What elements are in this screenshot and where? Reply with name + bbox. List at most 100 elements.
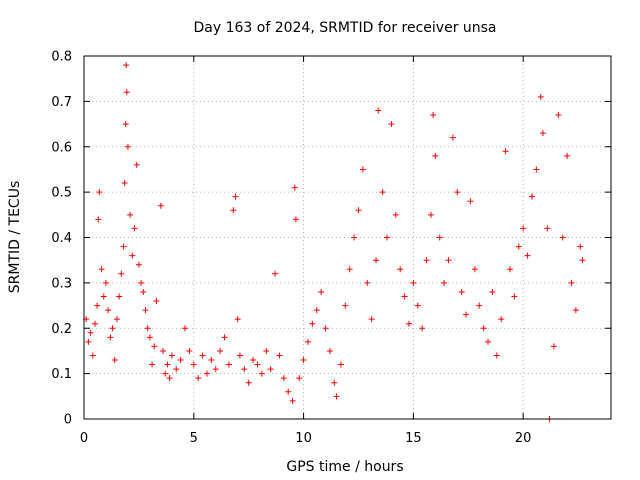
data-point (182, 325, 189, 332)
y-tick-label: 0.2 (51, 322, 72, 337)
data-point (221, 334, 228, 341)
data-point (160, 347, 167, 354)
data-point (113, 316, 120, 323)
axis-ticks (83, 55, 611, 420)
data-point (506, 266, 513, 273)
data-points (83, 62, 586, 422)
data-point (123, 62, 130, 69)
data-point (263, 347, 270, 354)
data-point (129, 252, 136, 259)
data-point (318, 288, 325, 295)
data-point (291, 184, 298, 191)
data-point (94, 302, 101, 309)
data-point (564, 152, 571, 159)
data-point (203, 370, 210, 377)
data-point (309, 320, 316, 327)
data-point (300, 357, 307, 364)
data-point (331, 379, 338, 386)
data-point (105, 307, 112, 314)
data-point (550, 343, 557, 350)
y-tick-label: 0.3 (51, 276, 72, 291)
data-point (272, 270, 279, 277)
data-point (289, 397, 296, 404)
data-point (225, 361, 232, 368)
data-point (190, 361, 197, 368)
data-point (107, 334, 114, 341)
x-axis-title: GPS time / hours (286, 459, 403, 475)
data-point (432, 152, 439, 159)
data-point (162, 370, 169, 377)
data-point (333, 393, 340, 400)
data-point (258, 370, 265, 377)
data-point (572, 307, 579, 314)
data-point (89, 352, 96, 359)
data-point (515, 243, 522, 250)
data-point (212, 366, 219, 373)
data-point (379, 189, 386, 196)
data-point (392, 211, 399, 218)
data-point (375, 107, 382, 114)
data-point (85, 338, 92, 345)
y-tick-labels: 0 0.1 0.2 0.3 0.4 0.5 0.6 0.7 0.8 (51, 50, 72, 428)
data-point (441, 279, 448, 286)
y-tick-label: 0.4 (51, 231, 72, 246)
data-point (280, 375, 287, 382)
data-point (122, 121, 129, 128)
data-point (419, 325, 426, 332)
data-point (528, 193, 535, 200)
x-tick-label: 0 (80, 431, 88, 446)
y-tick-label: 0.6 (51, 140, 72, 155)
data-point (144, 325, 151, 332)
data-point (524, 252, 531, 259)
data-point (355, 207, 362, 214)
data-point (118, 270, 125, 277)
data-point (217, 347, 224, 354)
data-point (423, 257, 430, 264)
data-point (520, 225, 527, 232)
data-point (111, 357, 118, 364)
data-point (342, 302, 349, 309)
data-point (322, 325, 329, 332)
data-point (544, 225, 551, 232)
x-tick-label: 15 (405, 431, 422, 446)
data-point (168, 352, 175, 359)
data-point (388, 121, 395, 128)
data-point (95, 216, 102, 223)
data-point (241, 366, 248, 373)
data-point (485, 338, 492, 345)
data-point (559, 234, 566, 241)
data-point (480, 325, 487, 332)
data-point (436, 234, 443, 241)
data-point (164, 361, 171, 368)
data-point (364, 279, 371, 286)
data-point (254, 361, 261, 368)
data-point (397, 266, 404, 273)
data-point (467, 198, 474, 205)
data-point (142, 307, 149, 314)
data-point (116, 293, 123, 300)
data-point (146, 334, 153, 341)
data-point (454, 189, 461, 196)
y-tick-label: 0.8 (51, 50, 72, 65)
data-point (445, 257, 452, 264)
data-point (296, 375, 303, 382)
data-point (533, 166, 540, 173)
data-point (414, 302, 421, 309)
x-tick-label: 20 (515, 431, 532, 446)
data-point (232, 193, 239, 200)
data-point (127, 211, 134, 218)
x-tick-label: 10 (295, 431, 312, 446)
data-point (539, 130, 546, 137)
data-point (285, 388, 292, 395)
data-point (401, 293, 408, 300)
data-point (458, 288, 465, 295)
data-point (276, 352, 283, 359)
data-point (131, 225, 138, 232)
data-point (186, 347, 193, 354)
data-point (138, 279, 145, 286)
data-point (166, 375, 173, 382)
data-point (405, 320, 412, 327)
data-point (123, 89, 130, 96)
data-point (91, 320, 98, 327)
y-tick-label: 0.7 (51, 95, 72, 110)
